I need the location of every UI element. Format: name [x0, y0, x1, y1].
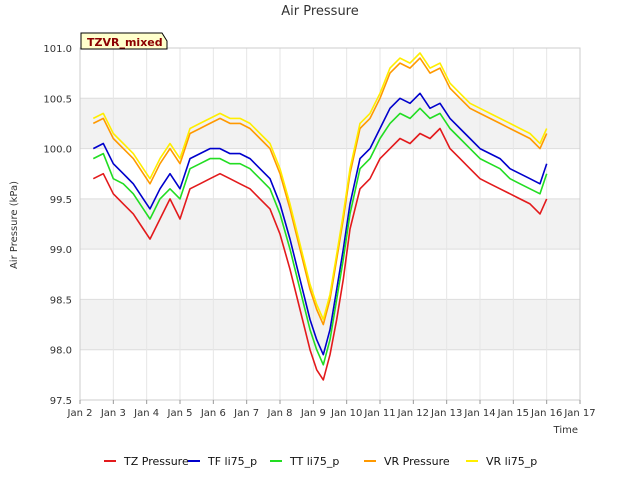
x-tick-label: Jan 13: [430, 408, 462, 419]
legend-label: VR li75_p: [486, 455, 537, 468]
y-tick-label: 100.0: [43, 145, 72, 156]
y-tick-label: 101.0: [43, 44, 72, 55]
series-lines: [92, 52, 548, 381]
plot-background: [80, 48, 580, 400]
x-tick-label: Jan 8: [267, 408, 293, 419]
x-tick-label: Jan 6: [200, 408, 226, 419]
x-tick-label: Jan 4: [133, 408, 159, 419]
y-tick-label: 100.5: [43, 94, 72, 105]
gridlines: [79, 47, 581, 401]
x-tick-label: Jan 5: [167, 408, 193, 419]
x-tick-label: Jan 15: [497, 408, 529, 419]
plot-border: [79, 47, 581, 401]
y-tick-label: 99.0: [50, 245, 72, 256]
legend-label: VR Pressure: [384, 455, 450, 468]
y-tick-label: 97.5: [50, 396, 72, 407]
badge: TZVR_mixed: [80, 32, 168, 50]
y-tick-label: 98.5: [50, 295, 72, 306]
chart-title: Air Pressure: [281, 4, 359, 19]
series-line-vr-li75-p: [92, 52, 548, 321]
x-tick-label: Jan 3: [100, 408, 126, 419]
x-tick-label: Jan 11: [363, 408, 395, 419]
series-line-tf-li75-p: [92, 92, 548, 356]
x-tick-label: Jan 17: [563, 408, 595, 419]
series-line-tt-li75-p: [92, 107, 548, 366]
x-tick-label: Jan 12: [397, 408, 429, 419]
x-tick-label: Jan 7: [233, 408, 259, 419]
x-tick-label: Jan 9: [300, 408, 326, 419]
legend-label: TF li75_p: [207, 455, 257, 468]
series-line-tz-pressure: [92, 127, 548, 381]
x-tick-label: Jan 16: [530, 408, 562, 419]
series-line-vr-pressure: [92, 57, 548, 326]
plot-band: [80, 98, 580, 149]
y-tick-label: 99.5: [50, 195, 72, 206]
y-axis-ticks: 97.5 98.0 98.5 99.0 99.5 100.0 100.5 101.0: [43, 44, 72, 407]
badge-box: [80, 32, 168, 50]
legend: TZ Pressure TF li75_p TT li75_p VR Pressure…: [104, 455, 537, 468]
legend-label: TT li75_p: [289, 455, 339, 468]
plot-band: [80, 198, 580, 250]
y-axis-label: Air Pressure (kPa): [9, 181, 20, 269]
x-axis-label: Time: [553, 425, 578, 436]
x-axis-ticks: Jan 2 Jan 3 Jan 4 Jan 5 Jan 6 Jan 7 Jan 8 Jan 9…: [67, 400, 596, 419]
badge-label: TZVR_mixed: [87, 36, 163, 49]
x-tick-label: Jan 10: [330, 408, 362, 419]
y-tick-label: 98.0: [50, 346, 72, 357]
legend-label: TZ Pressure: [123, 455, 189, 468]
x-tick-label: Jan 2: [67, 408, 93, 419]
x-tick-label: Jan 14: [463, 408, 495, 419]
